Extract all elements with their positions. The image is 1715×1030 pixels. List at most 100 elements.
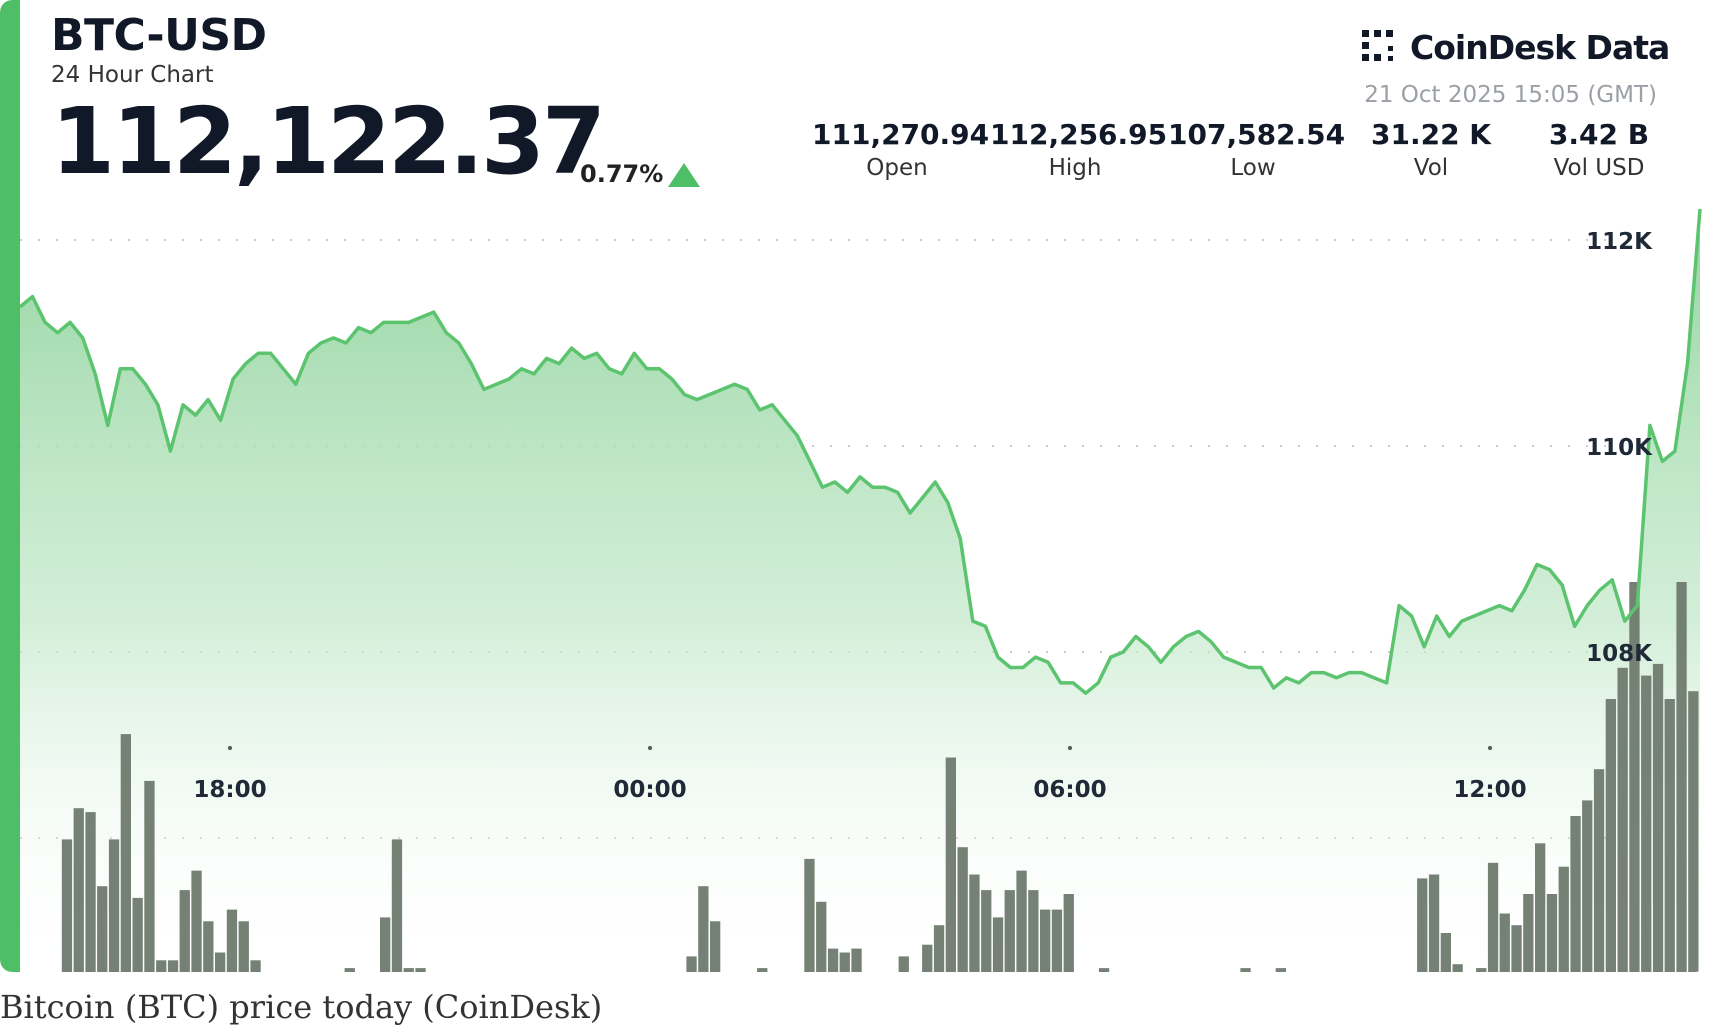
volume-bar (144, 780, 155, 972)
volume-bar (1428, 874, 1440, 972)
volume-bar (1676, 582, 1687, 972)
volume-bar (167, 960, 179, 972)
logo-text: CoinDesk Data (1410, 28, 1670, 67)
price-area (20, 209, 1700, 971)
chart-card: 112K 110K 108K 18:00 00:00 06:00 12:00 BTC-USD… (0, 0, 1702, 972)
volume-bar (1511, 925, 1522, 972)
volume-bar (132, 897, 143, 972)
stat-value: 107,582.54 (1168, 118, 1346, 151)
volume-bar (238, 921, 249, 972)
volume-bar (1688, 691, 1699, 972)
stat-label: Low (1230, 155, 1276, 181)
pair-title: BTC-USD (51, 10, 267, 61)
timestamp: 21 Oct 2025 15:05 (GMT) (1364, 82, 1657, 108)
x-tick-mark (648, 746, 652, 750)
volume-bar (839, 952, 850, 972)
volume-bar (898, 956, 909, 972)
volume-bar (391, 839, 403, 972)
volume-bar (1605, 699, 1616, 972)
volume-bar (1417, 878, 1428, 972)
up-arrow-icon (668, 163, 700, 187)
volume-bar (1558, 866, 1569, 972)
volume-bar (1593, 769, 1605, 972)
price-change: 0.77% (580, 160, 664, 188)
volume-bar (1582, 800, 1593, 972)
volume-bar (1641, 675, 1652, 972)
x-tick-mark (1068, 746, 1072, 750)
volume-bar (1499, 913, 1510, 972)
volume-bar (380, 917, 391, 972)
volume-bar (1004, 890, 1015, 972)
volume-bar (1028, 890, 1039, 972)
volume-bar (191, 870, 202, 972)
volume-bar (1617, 667, 1628, 972)
chart-area: 112K 110K 108K 18:00 00:00 06:00 12:00 (18, 208, 1702, 972)
y-tick-label: 110K (1586, 435, 1653, 461)
volume-bar (757, 968, 768, 972)
volume-bar (108, 839, 120, 972)
volume-bar (1098, 968, 1110, 972)
x-tick-mark (1488, 746, 1492, 750)
stat-label: High (1048, 155, 1102, 181)
x-tick-label: 06:00 (1033, 777, 1106, 803)
volume-bar (710, 921, 721, 972)
volume-bar (933, 925, 945, 972)
volume-bar (1535, 843, 1546, 972)
volume-bar (969, 874, 980, 972)
volume-bar (179, 890, 190, 972)
volume-bar (922, 944, 933, 972)
volume-bar (851, 948, 862, 972)
accent-bar (0, 0, 20, 972)
volume-bar (203, 921, 214, 972)
volume-bar (804, 858, 815, 972)
volume-bar (156, 960, 167, 972)
volume-bar (97, 886, 108, 972)
volume-bar (945, 757, 956, 972)
volume-bar (215, 952, 226, 972)
stat-vol-usd: 3.42 B Vol USD (1524, 118, 1674, 181)
volume-bar (1452, 964, 1463, 972)
y-tick-label: 108K (1586, 641, 1653, 667)
current-price: 112,122.37 (51, 88, 606, 195)
volume-bar (1629, 582, 1640, 972)
figure-caption: Bitcoin (BTC) price today (CoinDesk) (0, 988, 603, 1026)
volume-bar (827, 948, 839, 972)
volume-bar (1570, 816, 1581, 972)
volume-bar (1652, 663, 1664, 972)
chart-subtitle: 24 Hour Chart (51, 62, 214, 88)
volume-bar (344, 968, 355, 972)
stat-value: 31.22 K (1370, 118, 1491, 151)
stat-value: 111,270.94 (812, 118, 990, 151)
volume-bar (1051, 909, 1063, 972)
x-tick-mark (228, 746, 232, 750)
volume-bar (816, 901, 827, 972)
volume-bar (226, 909, 238, 972)
volume-bar (85, 812, 96, 972)
x-tick-label: 00:00 (613, 777, 686, 803)
volume-bar (120, 734, 131, 972)
x-tick-label: 18:00 (193, 777, 266, 803)
stat-label: Open (866, 155, 928, 181)
volume-bar (250, 960, 261, 972)
volume-bar (1016, 870, 1027, 972)
stat-value: 112,256.95 (990, 118, 1168, 151)
volume-bar (957, 847, 968, 972)
stat-value: 3.42 B (1548, 118, 1650, 151)
volume-bar (686, 956, 697, 972)
volume-bar (1063, 894, 1074, 972)
volume-bar (415, 968, 426, 972)
volume-bar (1546, 894, 1558, 972)
x-tick-label: 12:00 (1453, 777, 1526, 803)
price-line (18, 208, 1702, 695)
volume-bar (981, 890, 992, 972)
volume-bar (1040, 909, 1051, 972)
stat-label: Vol USD (1553, 155, 1645, 181)
coindesk-data-logo: CoinDesk Data (1360, 26, 1670, 70)
volume-bar (1240, 968, 1251, 972)
volume-bar (403, 968, 414, 972)
volume-bar (1523, 894, 1534, 972)
volume-bar (1275, 968, 1286, 972)
volume-bar (992, 917, 1004, 972)
volume-bar (698, 886, 709, 972)
volume-bar (1487, 862, 1499, 972)
